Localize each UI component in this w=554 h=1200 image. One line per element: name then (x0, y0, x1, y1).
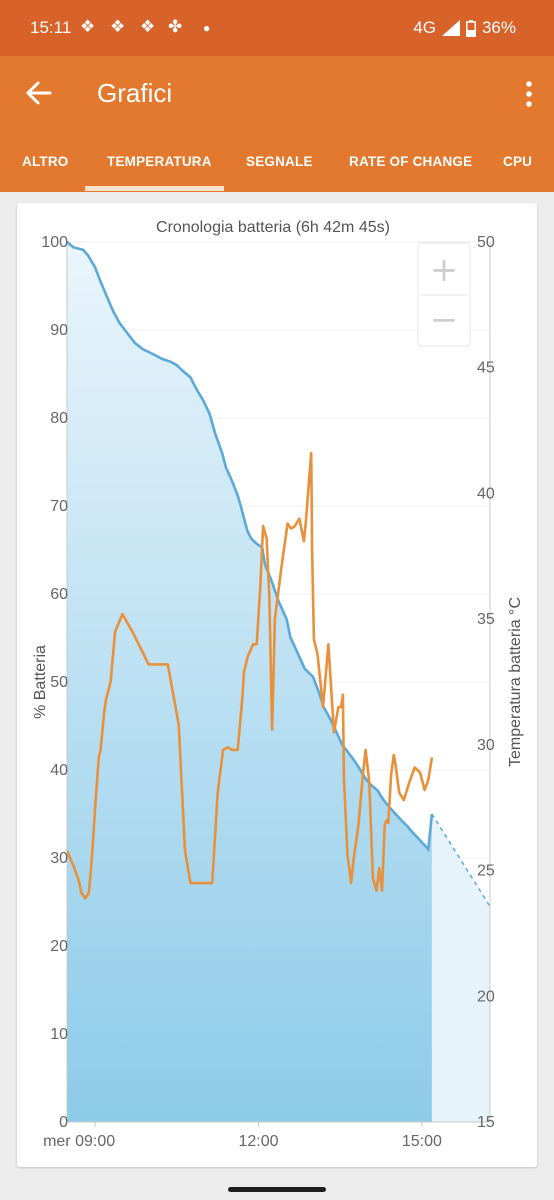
notification-icon: ❖ (80, 17, 96, 36)
gesture-navigation-bar[interactable] (228, 1187, 326, 1192)
left-tick-label: 10 (50, 1026, 68, 1043)
left-tick-label: 30 (50, 850, 68, 867)
status-bar: 15:11 ❖ ❖ ❖ ✤ ● 4G 36% (0, 0, 554, 56)
fan-icon: ✤ (168, 17, 183, 36)
status-time: 15:11 (30, 18, 72, 37)
axes (66, 242, 491, 1123)
notification-icon: ❖ (110, 17, 126, 36)
chart-title: Cronologia batteria (6h 42m 45s) (156, 219, 390, 236)
battery-line (66, 240, 434, 853)
tab-temperatura[interactable]: TEMPERATURA (107, 154, 212, 169)
left-axis-label: % Batteria (32, 645, 49, 719)
x-axis-ticks: mer 09:00 12:00 15:00 (43, 1122, 442, 1150)
left-tick-label: 100 (41, 234, 68, 251)
left-tick-label: 80 (50, 410, 68, 427)
battery-percent: 36% (481, 18, 516, 37)
tab-segnale[interactable]: SEGNALE (246, 154, 313, 169)
x-tick-label: 12:00 (238, 1133, 278, 1150)
tab-altro[interactable]: ALTRO (22, 154, 69, 169)
left-tick-label: 50 (50, 674, 68, 691)
right-tick-label: 40 (477, 485, 495, 502)
tab-rate-of-change[interactable]: RATE OF CHANGE (349, 154, 473, 169)
zoom-controls: + − (417, 242, 471, 347)
battery-area (67, 242, 432, 1122)
page-title: Grafici (97, 78, 173, 108)
back-arrow-icon[interactable] (24, 78, 54, 108)
right-tick-label: 25 (477, 863, 495, 880)
right-tick-label: 50 (477, 234, 495, 251)
left-tick-label: 60 (50, 586, 68, 603)
left-tick-label: 40 (50, 762, 68, 779)
status-indicators: 4G 36% (413, 18, 516, 38)
right-tick-label: 45 (477, 360, 495, 377)
right-tick-label: 30 (477, 737, 495, 754)
signal-icon (441, 20, 460, 36)
right-axis-ticks: 15 20 25 30 35 40 45 50 (477, 234, 495, 1131)
more-notifications-dot-icon: ● (203, 21, 211, 35)
zoom-out-button[interactable]: − (430, 300, 459, 340)
app-bar: Grafici (0, 56, 554, 132)
projection-area (431, 814, 490, 1122)
right-tick-label: 15 (477, 1114, 495, 1131)
right-tick-label: 20 (477, 988, 495, 1005)
network-type: 4G (413, 18, 436, 37)
tab-bar: ALTRO TEMPERATURA SEGNALE RATE OF CHANGE… (0, 132, 554, 192)
battery-projection-line (431, 813, 491, 907)
left-tick-label: 20 (50, 938, 68, 955)
tab-cpu[interactable]: CPU (503, 154, 533, 169)
x-tick-label: mer 09:00 (43, 1133, 115, 1150)
right-axis-label: Temperatura batteria °C (507, 597, 524, 767)
zoom-in-button[interactable]: + (430, 250, 459, 290)
left-axis-ticks: 0 10 20 30 40 50 60 70 80 90 100 (41, 234, 68, 1131)
overflow-menu-icon[interactable] (526, 81, 532, 107)
selected-tab-indicator (85, 186, 224, 191)
left-tick-label: 0 (59, 1114, 68, 1131)
left-tick-label: 70 (50, 498, 68, 515)
notification-icon: ❖ (140, 17, 156, 36)
right-tick-label: 35 (477, 611, 495, 628)
left-tick-label: 90 (50, 322, 68, 339)
battery-icon (465, 19, 476, 37)
x-tick-label: 15:00 (402, 1133, 442, 1150)
temperature-line (65, 451, 434, 900)
